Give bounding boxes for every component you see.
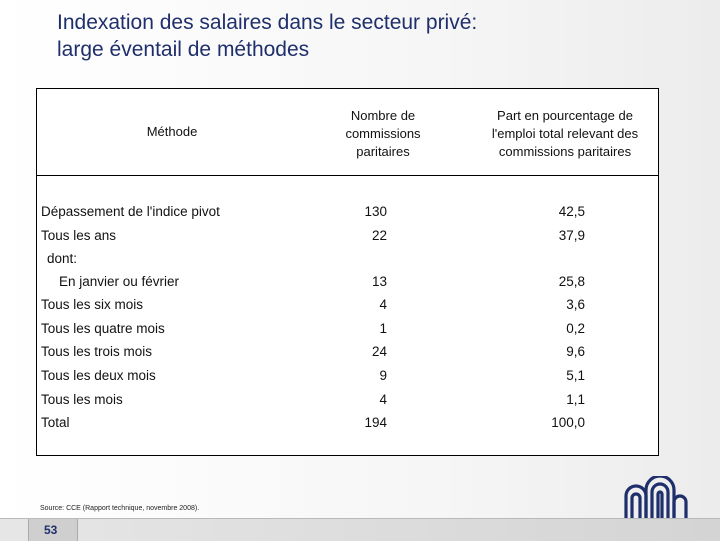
row-label: Tous les trois mois — [41, 344, 153, 359]
row-count: 4 — [379, 392, 387, 407]
row-label: Tous les quatre mois — [41, 321, 165, 336]
row-count: 13 — [371, 274, 387, 289]
slide-title-line-2: large éventail de méthodes — [57, 38, 310, 61]
header-commissions-line-2: commissions — [345, 126, 421, 141]
row-label: Tous les deux mois — [41, 368, 156, 383]
header-share-line-2: l'emploi total relevant des — [491, 126, 639, 141]
row-count: 1 — [379, 321, 387, 336]
header-method: Méthode — [146, 124, 198, 139]
row-label: Tous les six mois — [41, 297, 144, 312]
slide-title: Indexation des salaires dans le secteur … — [57, 9, 617, 63]
row-label: Dépassement de l'indice pivot — [41, 204, 220, 219]
row-share: 0,2 — [566, 321, 585, 336]
row-share: 37,9 — [558, 228, 585, 243]
page-number: 53 — [44, 523, 58, 537]
row-share: 9,6 — [566, 344, 585, 359]
header-share-line-3: commissions paritaires — [498, 144, 632, 159]
footer-bar — [0, 518, 720, 541]
row-label: Tous les ans — [41, 228, 117, 243]
row-label: Tous les mois — [41, 392, 123, 407]
header-divider — [37, 175, 658, 176]
row-label-total: Total — [41, 415, 70, 430]
header-share-line-1: Part en pourcentage de — [497, 108, 633, 123]
row-count: 130 — [364, 204, 387, 219]
row-count: 9 — [379, 368, 387, 383]
row-share: 1,1 — [566, 392, 585, 407]
row-share-total: 100,0 — [551, 415, 585, 430]
header-commissions-line-3: paritaires — [356, 144, 410, 159]
header-commissions: Nombre de commissions paritaires — [313, 107, 453, 161]
header-employment-share: Part en pourcentage de l'emploi total re… — [467, 107, 663, 161]
row-share: 25,8 — [558, 274, 585, 289]
row-count: 4 — [379, 297, 387, 312]
row-count: 22 — [371, 228, 387, 243]
row-count-total: 194 — [364, 415, 387, 430]
row-share: 42,5 — [558, 204, 585, 219]
slide-title-line-1: Indexation des salaires dans le secteur … — [57, 11, 478, 34]
page-number-tab — [28, 519, 78, 541]
header-commissions-line-1: Nombre de — [350, 108, 416, 123]
row-count: 24 — [371, 344, 387, 359]
row-share: 5,1 — [566, 368, 585, 383]
row-label-indented: En janvier ou février — [59, 274, 180, 289]
source-note: Source: CCE (Rapport technique, novembre… — [40, 505, 200, 512]
methods-table: Méthode Nombre de commissions paritaires… — [36, 88, 659, 456]
row-share: 3,6 — [566, 297, 585, 312]
nbb-logo-icon — [624, 476, 688, 520]
row-label-subheading: dont: — [47, 251, 78, 266]
